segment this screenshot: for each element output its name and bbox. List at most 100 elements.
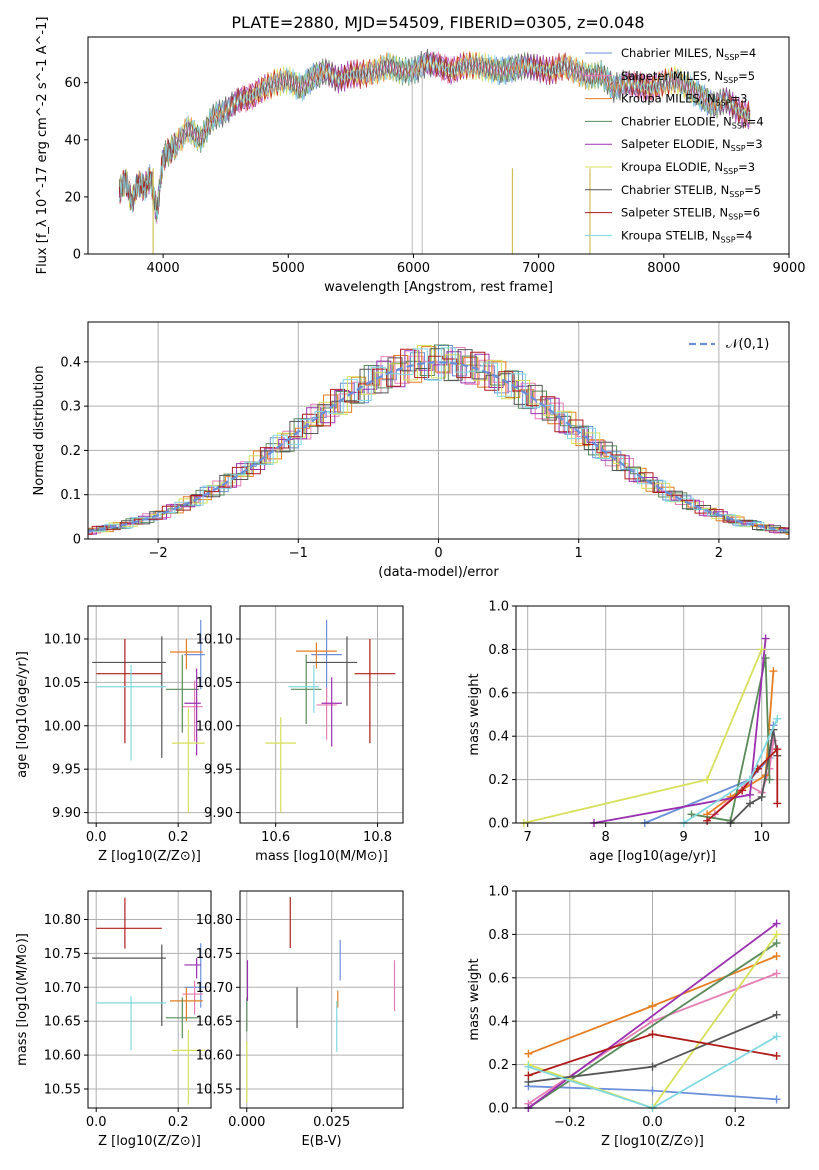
x-tick-label: 8000 [647, 261, 680, 276]
x-tick-label: 10 [753, 830, 770, 845]
y-tick-label: 10.65 [196, 1015, 233, 1030]
x-tick-label: 10.6 [261, 830, 290, 845]
x-tick-label: 10.8 [363, 830, 392, 845]
x-tick-label: 0.2 [168, 1115, 189, 1130]
weight-marker-chabrier-miles [772, 1095, 781, 1104]
weight-marker-salpeter-elodie [746, 790, 754, 799]
x-tick-label: 7 [524, 830, 532, 845]
y-axis-label: Flux [f_λ 10^-17 erg cm^-2 s^-1 A^-1] [35, 17, 50, 275]
legend-label-salpeter-elodie: Salpeter ELODIE, NSSP=3 [621, 137, 763, 153]
y-tick-label: 0.1 [60, 488, 81, 503]
y-tick-label: 10.65 [44, 1015, 81, 1030]
weight-marker-chabrier-stelib [746, 799, 754, 808]
y-tick-label: 10.80 [196, 913, 233, 928]
legend-label-kroupa-stelib: Kroupa STELIB, NSSP=4 [621, 228, 752, 244]
spectrum-line-salpeter-elodie [118, 52, 751, 220]
y-tick-label: 0.2 [488, 773, 509, 788]
x-axis-label: E(B-V) [301, 1134, 341, 1149]
legend-label-normal: 𝒩(0,1) [726, 337, 769, 352]
legend-label-chabrier-stelib: Chabrier STELIB, NSSP=5 [621, 183, 761, 199]
weight-marker-salpeter-miles [648, 1017, 657, 1026]
legend-label-salpeter-miles: Salpeter MILES, NSSP=5 [621, 69, 755, 85]
x-tick-label: −1 [289, 546, 308, 561]
x-axis-label: Z [log10(Z/Z⊙)] [98, 1134, 201, 1149]
y-tick-label: 0.0 [488, 1102, 509, 1117]
x-axis-label: mass [log10(M/M⊙)] [255, 849, 388, 864]
y-tick-label: 10.70 [196, 981, 233, 996]
weight-marker-kroupa-elodie [772, 930, 781, 939]
weight-marker-chabrier-stelib [648, 1062, 657, 1071]
weight-line-kroupa-stelib [683, 718, 779, 824]
y-tick-label: 9.95 [204, 763, 233, 778]
axes-frame [239, 605, 404, 824]
weight-marker-kroupa-elodie [757, 645, 766, 654]
mass-vs-ebv-panel: 0.000 0.025 10.55 10.60 10.65 10.70 10.75 10.80… [196, 890, 404, 1149]
histogram-salpeter-stelib [88, 348, 789, 535]
weight-marker-kroupa-stelib [773, 714, 782, 723]
y-tick-label: 10.05 [196, 676, 233, 691]
x-tick-label: 0 [434, 546, 442, 561]
y-tick-label: 10.10 [196, 632, 233, 647]
spectrum-line-kroupa-stelib [118, 52, 751, 220]
weight-marker-salpeter-stelib [524, 1071, 533, 1080]
age-vs-metallicity-panel: 0.0 0.2 9.90 9.95 10.00 10.05 10.10 Z [log10(Z/… [15, 605, 212, 864]
y-tick-label: 0.4 [488, 1015, 509, 1030]
y-tick-label: 10.55 [44, 1083, 81, 1098]
y-tick-label: 10.60 [196, 1049, 233, 1064]
histogram-kroupa-stelib [88, 347, 789, 533]
axes-frame [515, 605, 790, 824]
spectrum-panel: 4000 5000 6000 7000 8000 9000 0 20 40 60 wavelengt… [35, 17, 806, 295]
weight-marker-chabrier-miles [648, 1086, 657, 1095]
weight-marker-salpeter-elodie [761, 634, 770, 643]
x-axis-label: Z [log10(Z/Z⊙)] [601, 1134, 704, 1149]
y-tick-label: 10.80 [44, 913, 81, 928]
y-tick-label: 1.0 [488, 885, 509, 900]
x-tick-label: 0.0 [86, 1115, 107, 1130]
y-tick-label: 0 [73, 533, 81, 548]
axes-frame [87, 36, 790, 255]
y-tick-label: 0.2 [60, 444, 81, 459]
x-tick-label: 0.0 [86, 830, 107, 845]
x-tick-label: 0.2 [168, 830, 189, 845]
y-tick-label: 10.55 [196, 1083, 233, 1098]
x-tick-label: −2 [149, 546, 168, 561]
y-tick-label: 10.00 [196, 719, 233, 734]
legend-label-chabrier-elodie: Chabrier ELODIE, NSSP=4 [621, 114, 764, 130]
x-tick-label: 0.2 [725, 1115, 746, 1130]
x-tick-label: 2 [715, 546, 723, 561]
y-tick-label: 10.60 [44, 1049, 81, 1064]
weight-marker-kroupa-miles [772, 952, 781, 961]
y-tick-label: 0.8 [488, 643, 509, 658]
legend-label-kroupa-elodie: Kroupa ELODIE, NSSP=3 [621, 160, 755, 176]
legend-label-salpeter-stelib: Salpeter STELIB, NSSP=6 [621, 206, 760, 222]
x-axis-label: (data-model)/error [378, 565, 499, 580]
x-tick-label: 9000 [772, 261, 805, 276]
y-tick-label: 9.90 [52, 806, 81, 821]
figure-title: PLATE=2880, MJD=54509, FIBERID=0305, z=0… [231, 13, 644, 32]
x-tick-label: 8 [602, 830, 610, 845]
y-tick-label: 10.10 [44, 632, 81, 647]
y-tick-label: 1.0 [488, 600, 509, 615]
y-tick-label: 10.70 [44, 981, 81, 996]
legend-label-chabrier-miles: Chabrier MILES, NSSP=4 [621, 46, 756, 62]
weight-marker-chabrier-elodie [772, 939, 781, 948]
y-tick-label: 10.75 [44, 947, 81, 962]
weight-marker-kroupa-stelib [772, 1032, 781, 1041]
weight-marker-kroupa-stelib [746, 775, 754, 784]
y-axis-label: mass weight [467, 958, 482, 1040]
x-tick-label: 0.000 [228, 1115, 265, 1130]
y-axis-label: Normed distribution [32, 366, 47, 496]
y-axis-label: mass weight [467, 673, 482, 755]
legend: Chabrier MILES, NSSP=4 Salpeter MILES, NS… [585, 46, 764, 244]
y-axis-label: mass [log10(M/M⊙)] [15, 933, 30, 1066]
y-tick-label: 0.4 [488, 730, 509, 745]
y-axis-label: age [log10(age/yr)] [15, 651, 30, 778]
x-tick-label: 7000 [522, 261, 555, 276]
weight-line-salpeter-elodie [593, 638, 767, 824]
x-axis-label: wavelength [Angstrom, rest frame] [324, 280, 553, 295]
weight-marker-chabrier-stelib [757, 792, 766, 801]
y-tick-label: 10.05 [44, 676, 81, 691]
y-tick-label: 60 [64, 76, 81, 91]
y-tick-label: 9.90 [204, 806, 233, 821]
